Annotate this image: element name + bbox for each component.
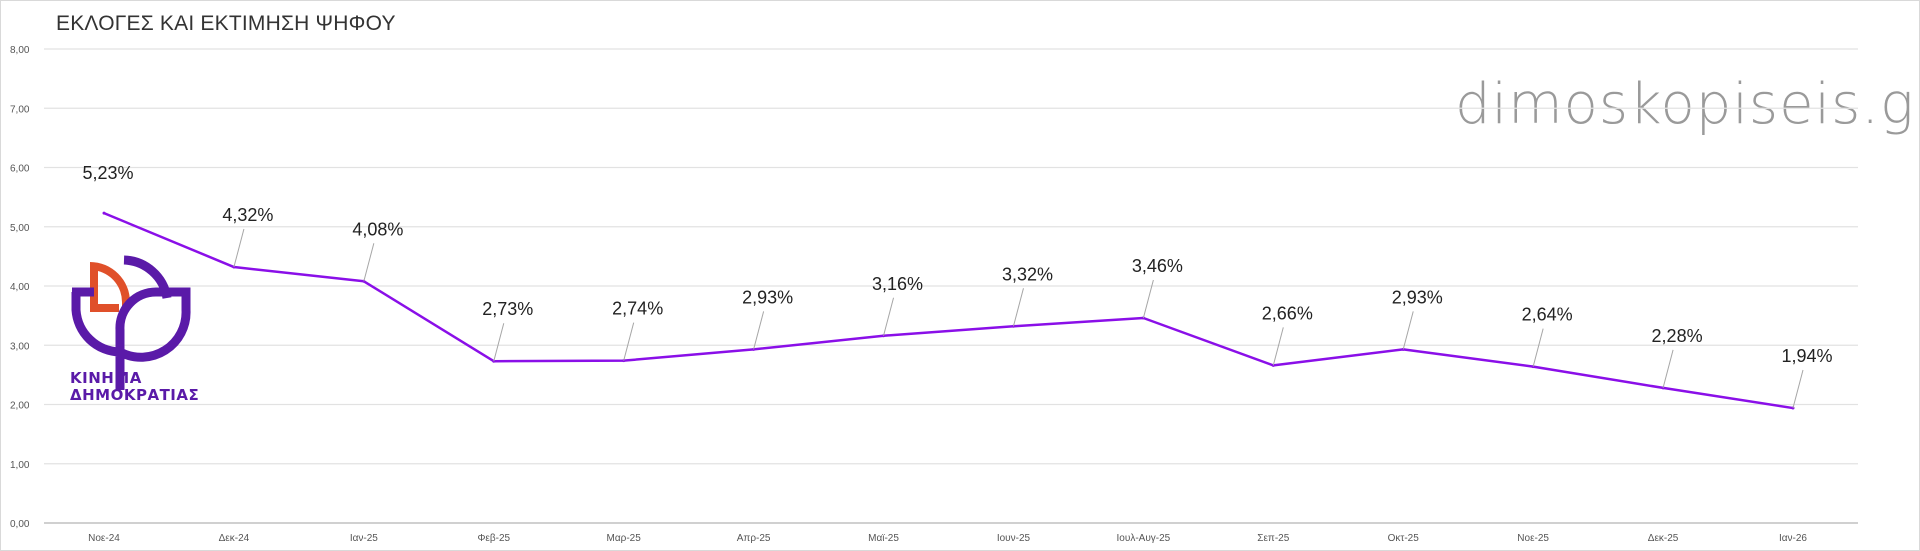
leader-line <box>1012 288 1024 327</box>
leader-line <box>1792 369 1804 409</box>
logo-text: ΚΙΝΗΜΑ ΔΗΜΟΚΡΑΤΙΑΣ <box>70 370 199 404</box>
leader-line <box>493 323 505 362</box>
x-tick-label: Ιουν-25 <box>997 533 1031 544</box>
data-label: 5,23% <box>82 163 133 183</box>
x-tick-label: Μαϊ-25 <box>868 533 899 544</box>
watermark: dimoskopiseis.gr <box>1455 72 1920 137</box>
x-tick-label: Μαρ-25 <box>607 533 642 544</box>
x-tick-label: Ιαν-25 <box>350 533 378 544</box>
y-tick-label: 8,00 <box>10 45 30 56</box>
y-tick-label: 4,00 <box>10 282 30 293</box>
logo-line-1: ΚΙΝΗΜΑ <box>70 369 142 387</box>
data-label: 3,32% <box>1002 264 1053 284</box>
y-tick-label: 2,00 <box>10 401 30 412</box>
y-tick-label: 7,00 <box>10 104 30 115</box>
data-label: 4,32% <box>222 205 273 225</box>
x-tick-label: Νοε-25 <box>1517 533 1549 544</box>
y-tick-label: 5,00 <box>10 223 30 234</box>
x-tick-label: Δεκ-24 <box>219 533 250 544</box>
leader-line <box>363 243 375 282</box>
y-tick-label: 3,00 <box>10 341 30 352</box>
logo-line-2: ΔΗΜΟΚΡΑΤΙΑΣ <box>70 386 200 404</box>
x-tick-label: Νοε-24 <box>88 533 120 544</box>
chart-title: ΕΚΛΟΓΕΣ ΚΑΙ ΕΚΤΙΜΗΣΗ ΨΗΦΟΥ <box>56 12 396 35</box>
y-tick-label: 1,00 <box>10 460 30 471</box>
data-label: 2,93% <box>1392 287 1443 307</box>
series-line <box>103 211 1794 410</box>
data-label: 2,93% <box>742 287 793 307</box>
x-tick-label: Ιαν-26 <box>1779 533 1807 544</box>
x-tick-label: Δεκ-25 <box>1648 533 1679 544</box>
leader-line <box>1402 311 1414 350</box>
leader-line <box>1272 327 1284 366</box>
leader-line <box>753 311 765 350</box>
data-label: 2,28% <box>1652 326 1703 346</box>
data-label: 2,64% <box>1522 305 1573 325</box>
leader-line <box>233 228 245 268</box>
x-tick-label: Ιουλ-Αυγ-25 <box>1117 533 1171 544</box>
data-label: 1,94% <box>1781 346 1832 366</box>
data-label: 3,46% <box>1132 256 1183 276</box>
data-label: 2,66% <box>1262 303 1313 323</box>
data-label: 3,16% <box>872 274 923 294</box>
leader-line <box>883 297 895 336</box>
x-tick-label: Φεβ-25 <box>477 533 510 544</box>
leader-line <box>1662 349 1674 389</box>
y-tick-label: 0,00 <box>10 519 30 530</box>
party-logo <box>64 250 194 410</box>
data-label: 2,74% <box>612 299 663 319</box>
x-tick-label: Σεπ-25 <box>1257 533 1289 544</box>
data-label: 2,73% <box>482 299 533 319</box>
x-tick-label: Απρ-25 <box>737 533 771 544</box>
leader-line <box>1142 279 1154 319</box>
data-point <box>102 211 106 215</box>
data-label: 4,08% <box>352 219 403 239</box>
y-tick-label: 6,00 <box>10 164 30 175</box>
logo-symbol-icon <box>71 255 191 390</box>
x-tick-label: Οκτ-25 <box>1388 533 1420 544</box>
leader-line <box>623 322 635 361</box>
leader-line <box>1532 328 1544 367</box>
